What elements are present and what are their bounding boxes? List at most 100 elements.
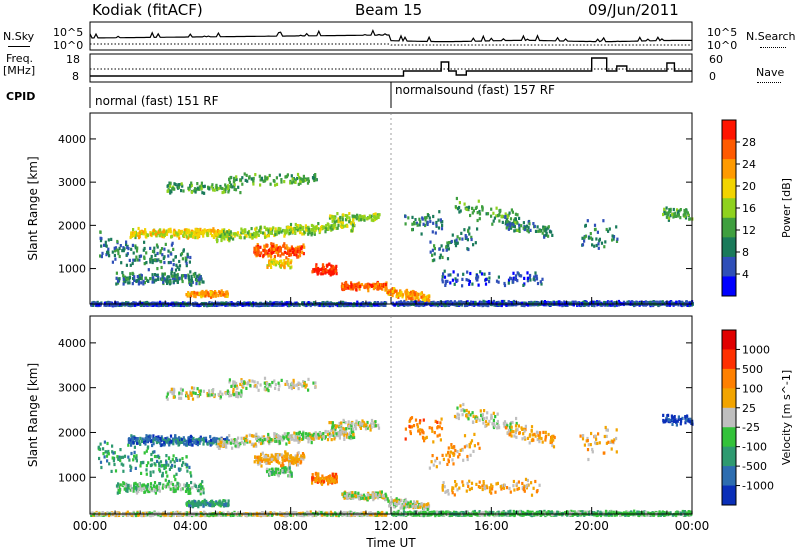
power-echo-10 bbox=[307, 177, 310, 181]
noise-left-tick-bottom: 10^0 bbox=[53, 39, 84, 52]
power-echo-2 bbox=[154, 253, 157, 257]
power-echo-7 bbox=[344, 286, 347, 290]
power-echo-6 bbox=[317, 266, 320, 271]
power-echo-12 bbox=[441, 223, 444, 227]
power-echo-12 bbox=[432, 221, 435, 225]
power-echo-7 bbox=[372, 287, 375, 291]
power-echo-13 bbox=[455, 238, 458, 242]
power-echo-14 bbox=[458, 205, 461, 210]
power-echo-4 bbox=[291, 230, 294, 234]
power-echo-5 bbox=[273, 244, 276, 248]
power-echo-1 bbox=[521, 303, 524, 307]
power-echo-19 bbox=[222, 293, 225, 297]
power-echo-6 bbox=[315, 267, 318, 271]
power-echo-13 bbox=[433, 258, 436, 262]
power-echo-21 bbox=[488, 271, 491, 276]
power-echo-15 bbox=[514, 217, 517, 221]
power-echo-6 bbox=[320, 267, 323, 271]
power-echo-6 bbox=[328, 262, 331, 266]
velocity-echo-0 bbox=[90, 511, 93, 515]
power-echo-7 bbox=[346, 283, 349, 287]
power-echo-10 bbox=[259, 183, 262, 187]
power-echo-9 bbox=[221, 190, 224, 195]
power-echo-1 bbox=[609, 303, 612, 307]
power-echo-2 bbox=[117, 249, 120, 253]
power-echo-2 bbox=[172, 263, 175, 267]
power-echo-11 bbox=[344, 218, 348, 222]
power-echo-9 bbox=[177, 183, 180, 187]
power-echo-4 bbox=[285, 231, 288, 235]
power-echo-13 bbox=[458, 237, 461, 241]
power-echo-11 bbox=[357, 218, 361, 222]
power-echo-3 bbox=[167, 230, 170, 234]
power-echo-10 bbox=[228, 180, 231, 185]
power-echo-15 bbox=[518, 226, 521, 230]
power-echo-4 bbox=[289, 226, 292, 230]
power-echo-15 bbox=[522, 226, 525, 230]
power-echo-10 bbox=[241, 182, 244, 186]
power-echo-1 bbox=[478, 303, 481, 307]
power-echo-2 bbox=[125, 253, 128, 257]
power-echo-10 bbox=[235, 177, 238, 182]
power-echo-17 bbox=[679, 208, 682, 212]
power-echo-21 bbox=[526, 276, 529, 280]
power-echo-2 bbox=[176, 265, 179, 269]
power-echo-3 bbox=[172, 231, 175, 235]
power-echo-4 bbox=[299, 231, 302, 235]
power-echo-9 bbox=[187, 186, 190, 190]
power-echo-7 bbox=[376, 287, 379, 291]
power-echo-1 bbox=[548, 303, 551, 307]
power-echo-3 bbox=[176, 232, 179, 236]
power-echo-1 bbox=[516, 301, 520, 305]
power-echo-5 bbox=[290, 253, 293, 257]
velocity-echo-0 bbox=[309, 510, 312, 514]
power-echo-18 bbox=[131, 282, 134, 286]
power-echo-18 bbox=[198, 279, 201, 284]
power-echo-14 bbox=[463, 202, 466, 206]
power-echo-11 bbox=[368, 214, 371, 218]
power-echo-21 bbox=[441, 275, 444, 279]
power-echo-14 bbox=[471, 211, 474, 215]
power-echo-20 bbox=[283, 266, 286, 270]
power-echo-2 bbox=[151, 249, 155, 253]
power-echo-14 bbox=[469, 213, 472, 218]
velocity-echo-0 bbox=[95, 513, 98, 517]
power-echo-14 bbox=[465, 207, 468, 211]
power-echo-14 bbox=[455, 196, 458, 201]
power-echo-21 bbox=[507, 278, 511, 282]
power-echo-17 bbox=[665, 215, 668, 219]
power-echo-4 bbox=[248, 235, 251, 239]
power-echo-5 bbox=[300, 245, 304, 249]
power-echo-0 bbox=[179, 303, 182, 307]
power-echo-4 bbox=[313, 230, 316, 234]
power-echo-18 bbox=[178, 276, 181, 280]
power-echo-4 bbox=[274, 227, 277, 231]
power-echo-21 bbox=[534, 274, 537, 278]
power-echo-8 bbox=[387, 289, 390, 293]
power-echo-9 bbox=[203, 191, 206, 195]
noise-left-tick-top: 10^5 bbox=[53, 26, 84, 39]
power-echo-21 bbox=[449, 281, 452, 285]
power-echo-2 bbox=[153, 246, 156, 250]
power-echo-18 bbox=[191, 280, 194, 284]
power-echo-9 bbox=[217, 186, 220, 191]
power-echo-20 bbox=[275, 260, 278, 264]
power-echo-2 bbox=[175, 263, 178, 267]
power-echo-4 bbox=[341, 223, 344, 227]
power-echo-4 bbox=[233, 234, 236, 238]
power-echo-17 bbox=[684, 216, 688, 220]
power-echo-4 bbox=[352, 223, 355, 227]
power-echo-5 bbox=[256, 251, 259, 255]
power-echo-1 bbox=[643, 303, 646, 307]
power-echo-3 bbox=[187, 230, 190, 234]
power-echo-4 bbox=[327, 227, 330, 231]
power-echo-21 bbox=[441, 278, 444, 282]
power-echo-11 bbox=[332, 216, 335, 220]
power-echo-16 bbox=[586, 219, 589, 223]
power-echo-1 bbox=[675, 300, 678, 304]
power-echo-4 bbox=[332, 224, 335, 228]
power-echo-8 bbox=[411, 293, 414, 297]
power-echo-0 bbox=[241, 303, 244, 307]
power-echo-7 bbox=[351, 287, 355, 291]
power-echo-1 bbox=[500, 303, 503, 308]
